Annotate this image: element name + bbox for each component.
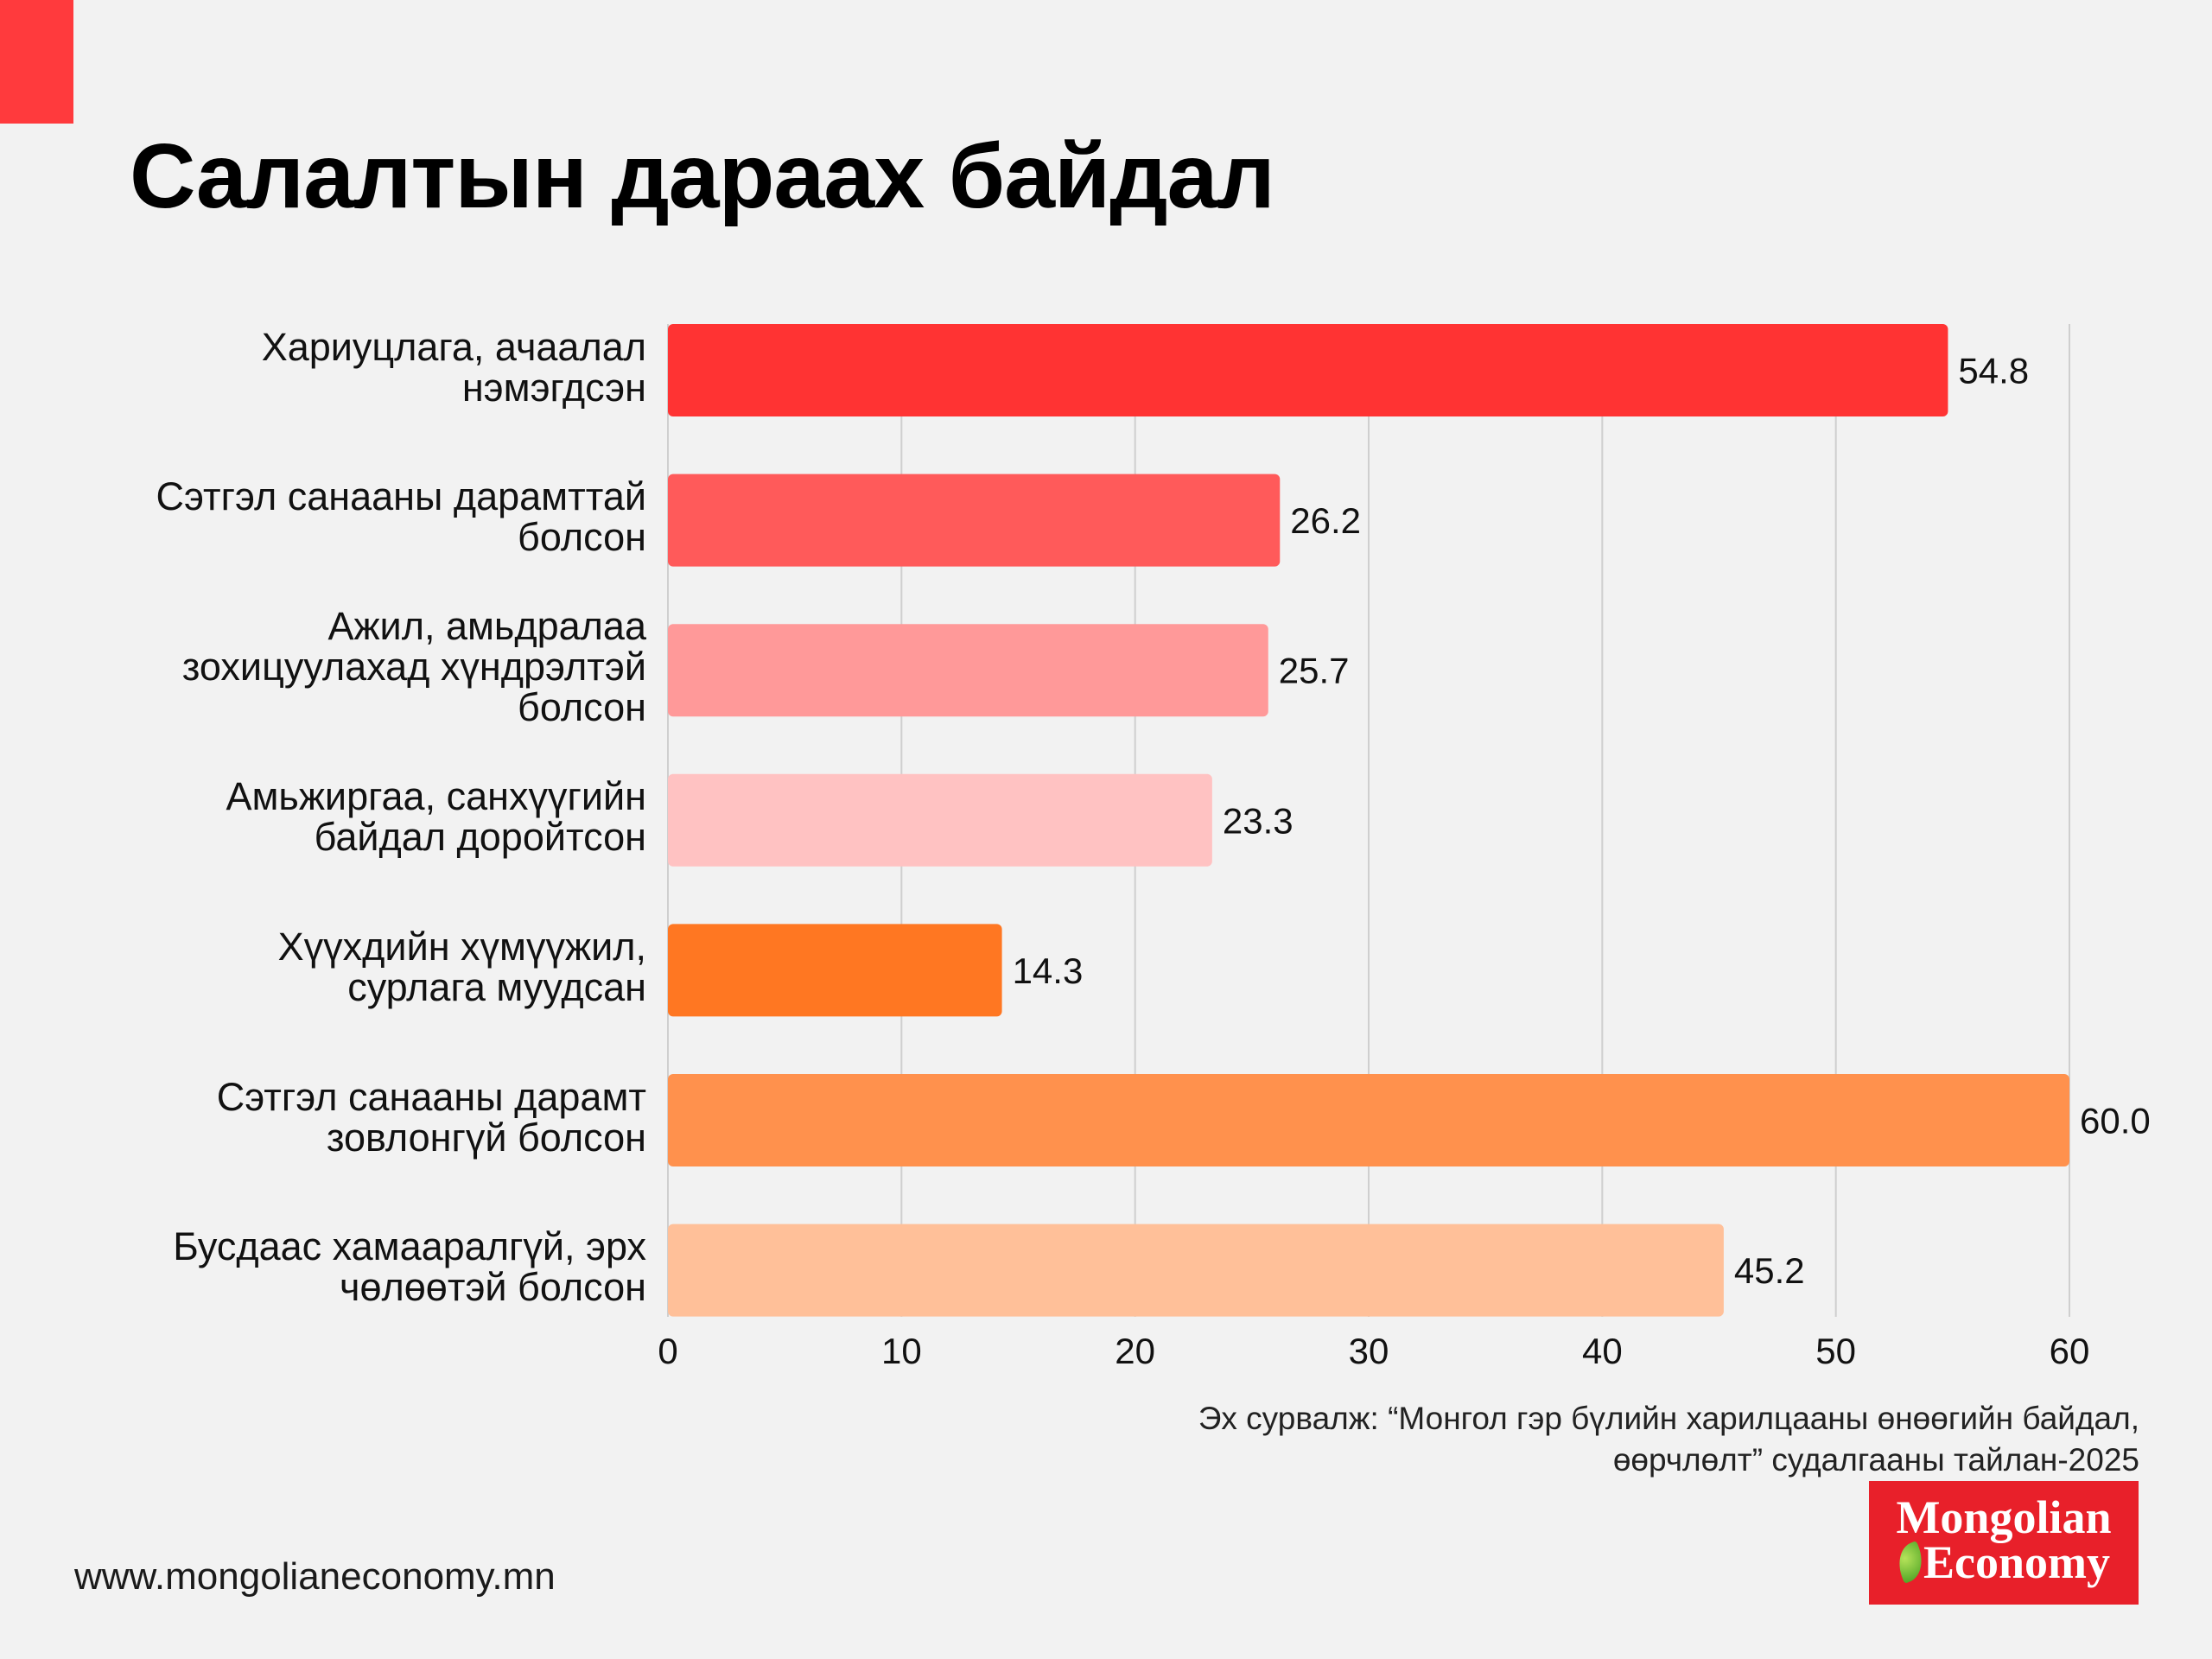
bar <box>668 1074 2069 1166</box>
category-label: Сэтгэл санааны дарамттай болсон <box>156 474 646 560</box>
bar <box>668 773 1212 867</box>
x-tick-label: 30 <box>1349 1331 1389 1371</box>
x-tick-label: 40 <box>1582 1331 1623 1371</box>
logo-line1: Mongolian <box>1896 1491 2112 1543</box>
bars <box>668 324 2069 1317</box>
bar <box>668 924 1002 1017</box>
category-label: Хариуцлага, ачаалал нэмэгдсэн <box>261 324 646 410</box>
x-tick-label: 10 <box>881 1331 922 1371</box>
corner-accent-block <box>0 0 73 124</box>
value-label: 54.8 <box>1958 351 2029 391</box>
value-label: 45.2 <box>1734 1250 1805 1291</box>
source-note: Эх сурвалж: “Монгол гэр бүлийн харилцаан… <box>1198 1401 2139 1478</box>
x-tick-label: 50 <box>1815 1331 1856 1371</box>
x-tick-label: 60 <box>2050 1331 2090 1371</box>
value-label: 26.2 <box>1290 500 1361 541</box>
bar <box>668 624 1268 717</box>
website-link[interactable]: www.mongolianeconomy.mn <box>74 1555 556 1598</box>
category-label: Сэтгэл санааны дарамт зовлонгүй болсон <box>216 1074 646 1160</box>
bar <box>668 474 1281 567</box>
value-label: 60.0 <box>2080 1101 2151 1141</box>
x-axis-ticks: 0 10 20 30 40 50 60 <box>658 1331 2089 1371</box>
value-labels: 54.8 26.2 25.7 23.3 14.3 60.0 45.2 <box>1013 351 2151 1292</box>
category-label: Бусдаас хамааралгүй, эрх чөлөөтэй болсон <box>173 1224 646 1310</box>
logo-line2: Economy <box>1923 1536 2110 1588</box>
category-label: Ажил, амьдралаа зохицуулахад хүндрэлтэй … <box>181 604 646 730</box>
bar <box>668 324 1948 416</box>
page-title: Салалтын дараах байдал <box>130 125 1275 227</box>
category-label: Хүүхдийн хүмүүжил, сурлага муудсан <box>277 924 646 1009</box>
bar <box>668 1224 1724 1317</box>
value-label: 25.7 <box>1279 651 1350 691</box>
value-label: 14.3 <box>1013 950 1084 991</box>
value-label: 23.3 <box>1223 800 1294 841</box>
brand-logo: Mongolian Economy <box>1869 1481 2139 1605</box>
x-tick-label: 0 <box>658 1331 677 1371</box>
category-label: Амьжиргаа, санхүүгийн байдал доройтсон <box>226 774 646 860</box>
x-tick-label: 20 <box>1115 1331 1155 1371</box>
